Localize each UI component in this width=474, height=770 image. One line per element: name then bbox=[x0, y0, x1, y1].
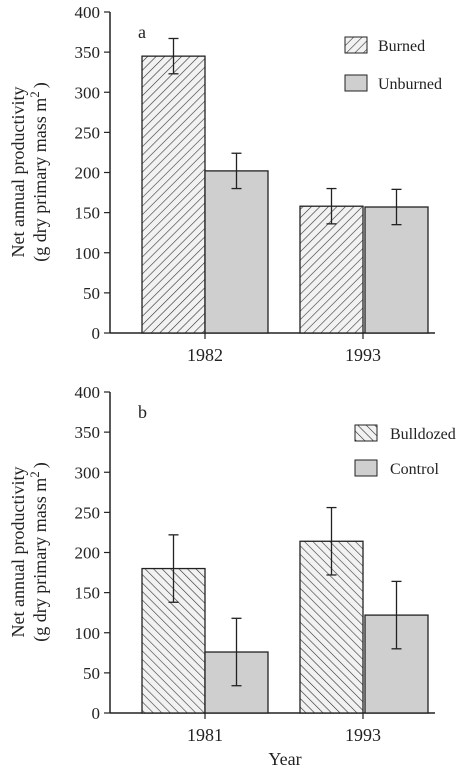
panel-b-y-tick-label: 300 bbox=[75, 463, 101, 482]
legend-label-burned: Burned bbox=[378, 38, 425, 55]
chart-panel-b: b Net annual productivity (g dry primary… bbox=[8, 383, 456, 769]
panel-a-letter: a bbox=[138, 22, 146, 42]
panel-b-x-axis-title: Year bbox=[268, 749, 301, 769]
panel-b-y-axis-title-line1: Net annual productivity bbox=[8, 467, 28, 638]
panel-b-x-tick-label: 1993 bbox=[345, 725, 381, 745]
panel-a-x-tick-label: 1993 bbox=[345, 345, 381, 365]
panel-a-x-tick-label: 1982 bbox=[187, 345, 223, 365]
panel-a-bar-unburned-1982 bbox=[204, 170, 269, 334]
legend-label-unburned: Unburned bbox=[378, 76, 442, 93]
panel-a-y-tick-label: 50 bbox=[83, 284, 100, 303]
legend-label-control: Control bbox=[390, 461, 439, 478]
panel-a-bar-unburned-1993 bbox=[364, 206, 429, 334]
panel-a-y-tick-label: 350 bbox=[75, 43, 101, 62]
panel-b-y-tick-label: 100 bbox=[75, 624, 101, 643]
legend-swatch-control bbox=[354, 459, 378, 477]
panel-a-y-tick-label: 100 bbox=[75, 244, 101, 263]
panel-a-legend: Burned Unburned bbox=[344, 36, 442, 93]
legend-swatch-bulldozed bbox=[354, 424, 378, 442]
panel-b-x-tick-label: 1981 bbox=[187, 725, 223, 745]
panel-b-y-axis-title-line2: (g dry primary mass m2) bbox=[27, 462, 51, 641]
chart-panel-a: a Net annual productivity (g dry primary… bbox=[8, 3, 442, 365]
panel-b-y-tick-label: 150 bbox=[75, 584, 101, 603]
panel-a-y-axis-title-line1: Net annual productivity bbox=[8, 87, 28, 258]
panel-b-y-tick-label: 0 bbox=[92, 704, 101, 723]
panel-a-y-axis-title-line2: (g dry primary mass m2) bbox=[27, 82, 51, 261]
legend-label-bulldozed: Bulldozed bbox=[390, 426, 456, 443]
panel-b-y-tick-label: 200 bbox=[75, 544, 101, 563]
panel-a-y-tick-label: 400 bbox=[75, 3, 101, 22]
panel-a-y-tick-label: 250 bbox=[75, 123, 101, 142]
panel-a-bar-burned-1982 bbox=[141, 55, 206, 334]
legend-swatch-unburned bbox=[344, 74, 368, 92]
panel-a-y-tick-label: 200 bbox=[75, 164, 101, 183]
panel-b-y-tick-label: 50 bbox=[83, 664, 100, 683]
panel-a-bar-burned-1993 bbox=[299, 205, 364, 334]
panel-b-letter: b bbox=[138, 402, 147, 422]
legend-swatch-burned bbox=[344, 36, 368, 54]
panel-b-legend: Bulldozed Control bbox=[354, 424, 456, 478]
panel-b-y-tick-label: 400 bbox=[75, 383, 101, 402]
panel-a-y-tick-label: 300 bbox=[75, 83, 101, 102]
panel-b-y-tick-label: 350 bbox=[75, 423, 101, 442]
panel-a-y-tick-label: 0 bbox=[92, 324, 101, 343]
panel-a-y-tick-label: 150 bbox=[75, 204, 101, 223]
panel-b-y-tick-label: 250 bbox=[75, 503, 101, 522]
